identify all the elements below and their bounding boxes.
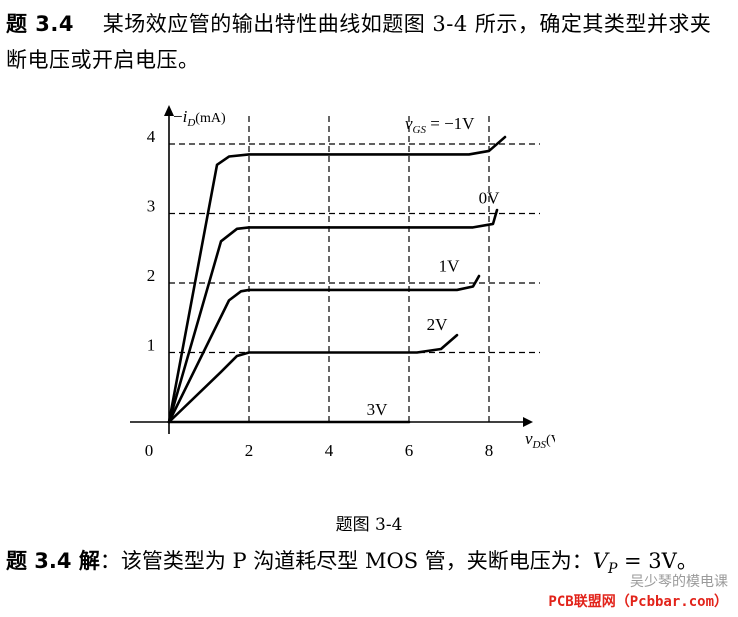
y-tick-label-3: 3 bbox=[147, 197, 156, 216]
answer-var: VP bbox=[592, 549, 618, 578]
curve-labels: 0V 1V 2V 3V bbox=[367, 189, 501, 419]
y-tick-label-2: 2 bbox=[147, 266, 156, 285]
x-axis-arrow bbox=[523, 417, 533, 427]
curve-label-4: 2V bbox=[427, 315, 449, 334]
curve-label-2: 0V bbox=[479, 189, 501, 208]
x-tick-label-0: 0 bbox=[145, 441, 154, 460]
curve-label-5: 3V bbox=[367, 400, 389, 419]
answer-text: ：该管类型为 P 沟道耗尽型 MOS 管，夹断电压为： bbox=[99, 549, 593, 573]
problem-label: 题 3.4 bbox=[6, 12, 75, 36]
curve-1 bbox=[167, 135, 507, 424]
curve-2 bbox=[167, 208, 499, 424]
answer-eq: = 3V。 bbox=[617, 549, 698, 573]
x-axis-label: vDS(V) bbox=[525, 429, 555, 451]
y-tick-label-1: 1 bbox=[147, 336, 156, 355]
y-tick-label-4: 4 bbox=[147, 127, 156, 146]
watermark-bottom: PCB联盟网（Pcbbar.com） bbox=[548, 594, 728, 610]
vgs-label: vGS = −1V bbox=[405, 114, 475, 136]
answer-statement: 题 3.4 解：该管类型为 P 沟道耗尽型 MOS 管，夹断电压为：VP = 3… bbox=[6, 544, 732, 586]
characteristic-curves bbox=[167, 135, 507, 424]
output-characteristics-chart: 0 2 4 6 8 1 2 3 4 0V 1V 2V 3V −iD(mA) vDS(V) vGS = … bbox=[130, 105, 566, 460]
x-tick-label-8: 8 bbox=[485, 441, 494, 460]
y-axis-arrow bbox=[164, 105, 174, 116]
x-tick-label-6: 6 bbox=[405, 441, 414, 460]
tick-labels: 0 2 4 6 8 1 2 3 4 bbox=[145, 127, 494, 460]
x-tick-label-4: 4 bbox=[325, 441, 334, 460]
curve-3 bbox=[167, 274, 481, 424]
y-axis-label: −iD(mA) bbox=[173, 107, 226, 129]
output-characteristics-figure: 0 2 4 6 8 1 2 3 4 0V 1V 2V 3V −iD(mA) vDS(V) vGS = … bbox=[125, 102, 566, 462]
x-tick-label-2: 2 bbox=[245, 441, 254, 460]
watermark-top: 吴少琴的模电课 bbox=[630, 574, 728, 590]
answer-label: 题 3.4 解 bbox=[6, 549, 100, 573]
grid-lines bbox=[169, 114, 540, 422]
figure-caption: 题图 3-4 bbox=[335, 515, 403, 535]
watermark: 吴少琴的模电课 PCB联盟网（Pcbbar.com） bbox=[548, 571, 728, 611]
curve-4 bbox=[167, 333, 459, 424]
curve-label-3: 1V bbox=[439, 257, 461, 276]
problem-text: 某场效应管的输出特性曲线如题图 3-4 所示，确定其类型并求夹断电压或开启电压。 bbox=[6, 12, 712, 72]
problem-statement: 题 3.4 某场效应管的输出特性曲线如题图 3-4 所示，确定其类型并求夹断电压… bbox=[6, 6, 732, 78]
